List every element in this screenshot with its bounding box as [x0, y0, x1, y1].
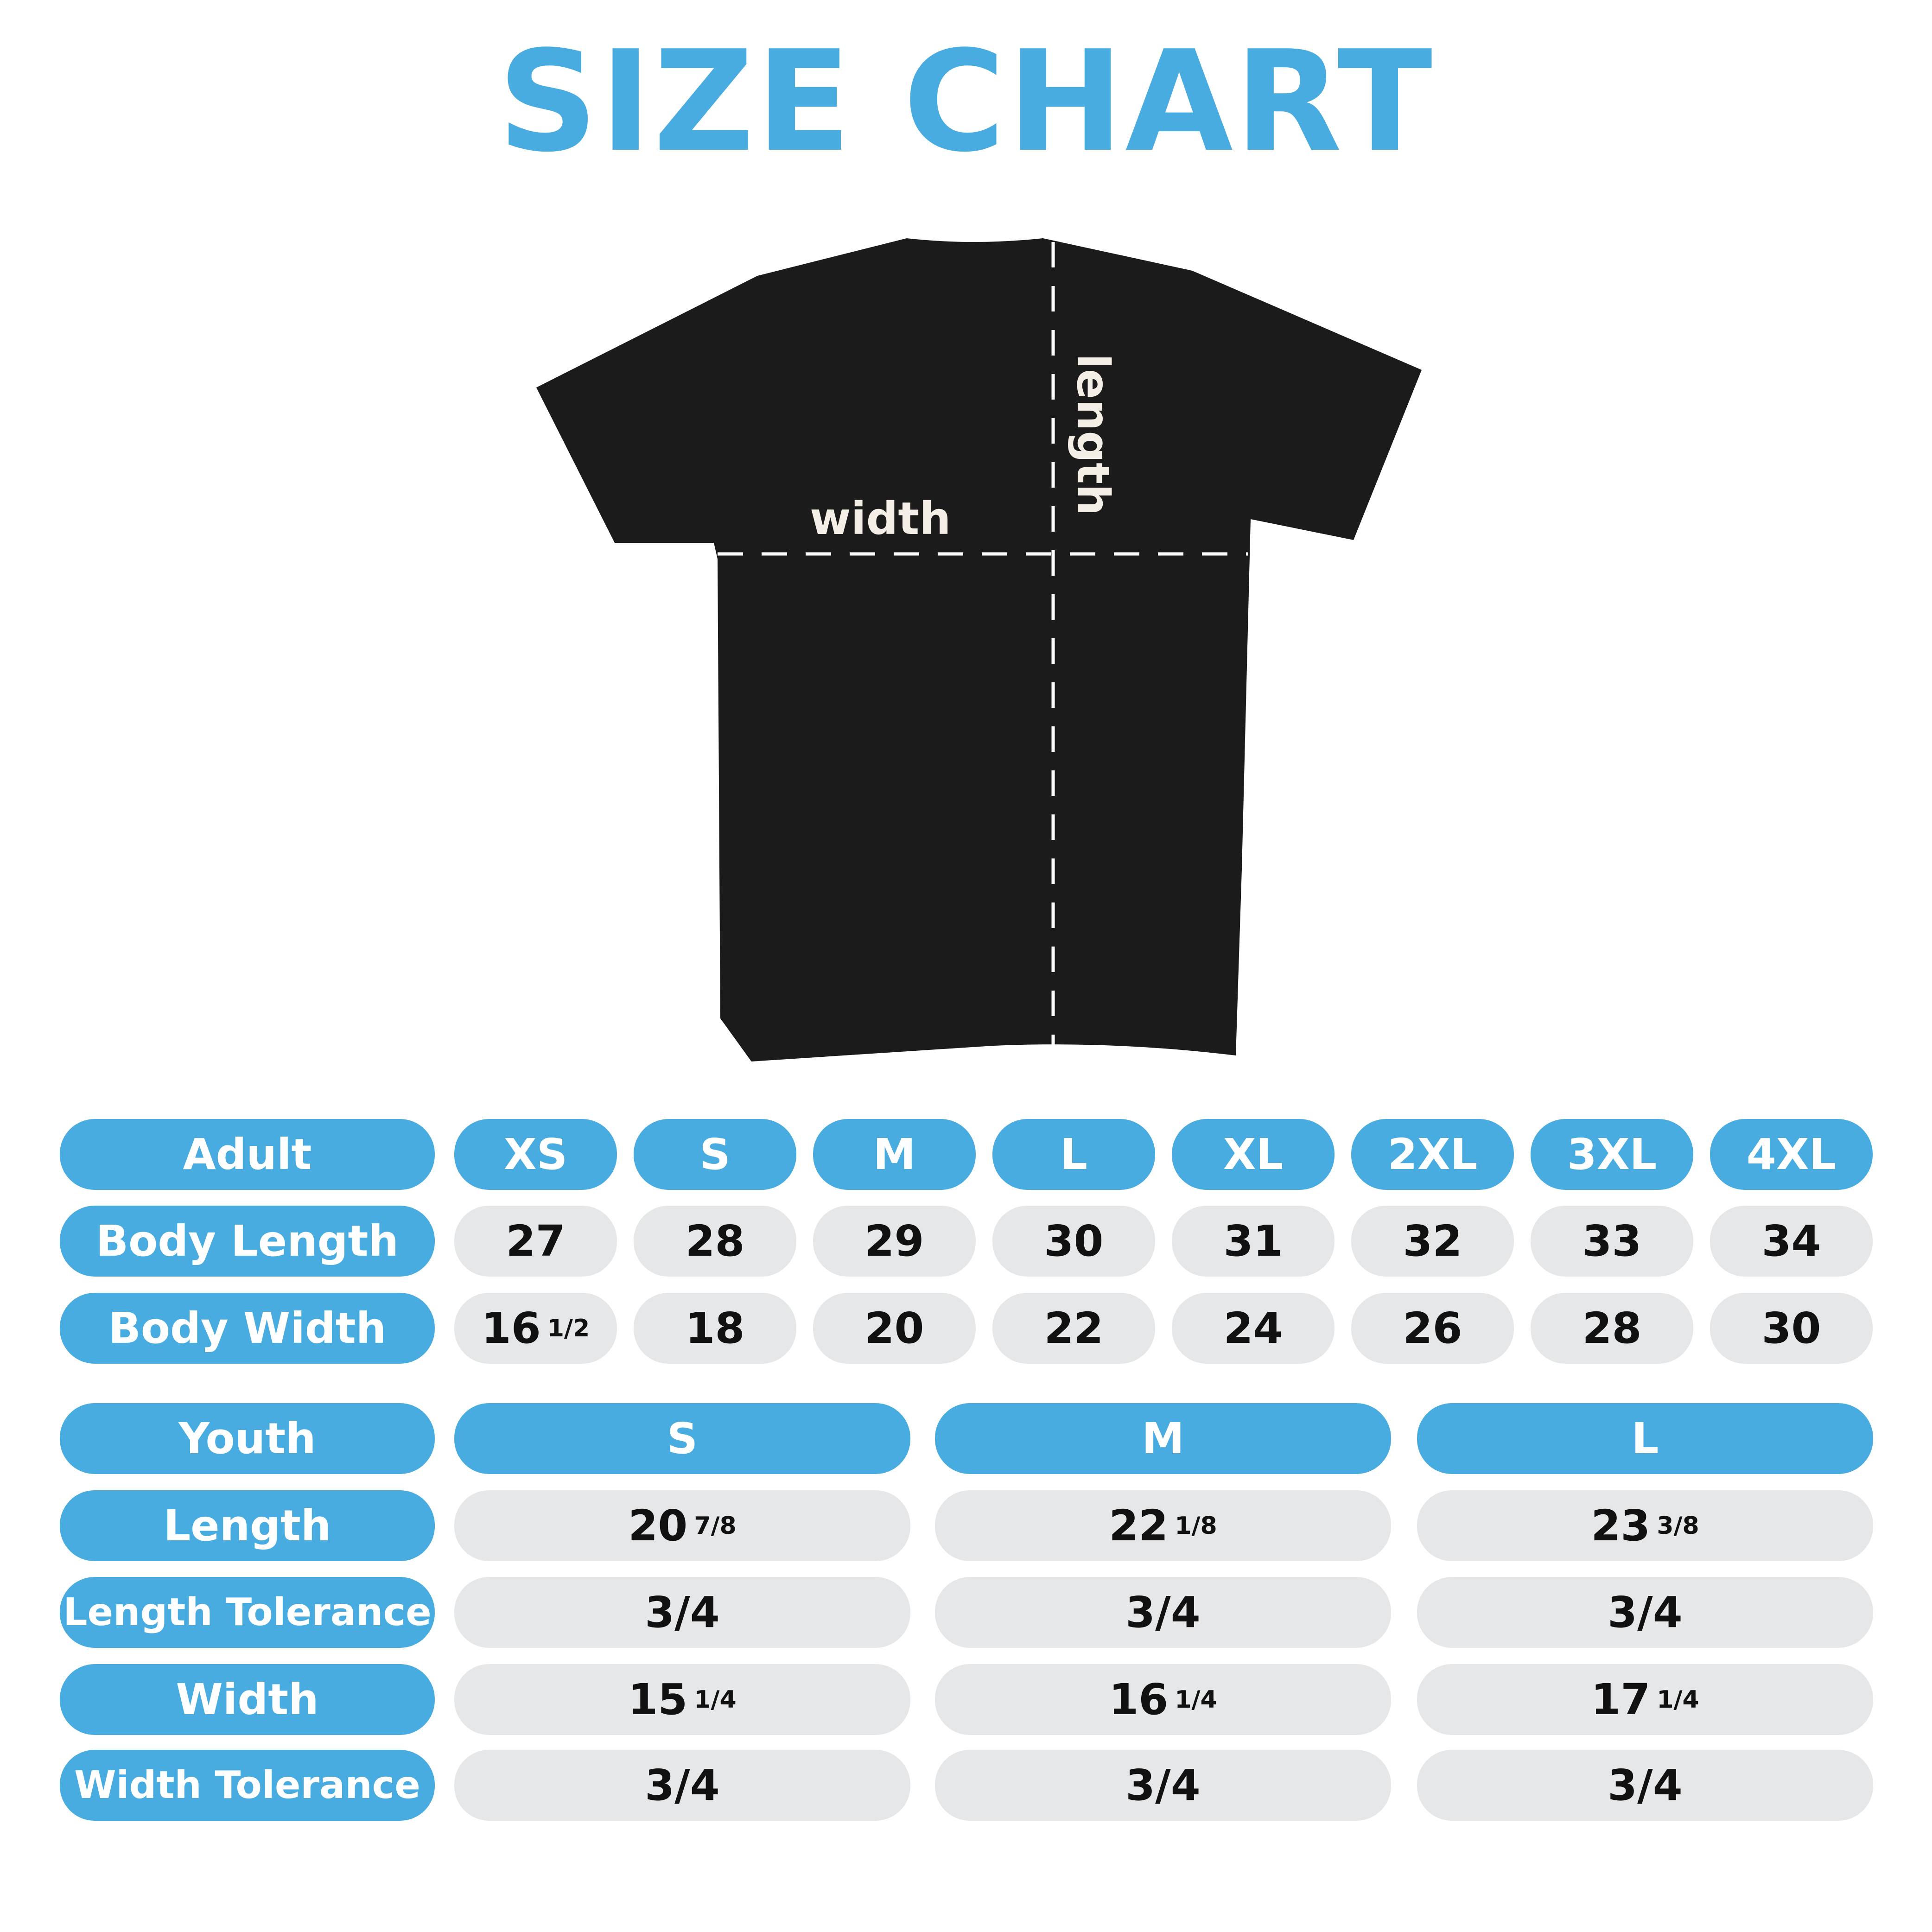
value-cell: 16 1/2 — [454, 1293, 617, 1364]
value-cell: 3/4 — [454, 1750, 910, 1821]
value-whole: 29 — [864, 1216, 924, 1266]
row-label: Body Length — [60, 1206, 435, 1277]
row-label: Width Tolerance — [60, 1750, 435, 1821]
value-cell: 31 — [1172, 1206, 1335, 1277]
value-whole: 27 — [506, 1216, 566, 1266]
youth-size-header-l: L — [1417, 1403, 1873, 1474]
value-cell: 17 1/4 — [1417, 1664, 1873, 1735]
value-whole: 3/4 — [1125, 1760, 1201, 1810]
row-label: Width — [60, 1664, 435, 1735]
tshirt-diagram: width length — [536, 238, 1422, 1061]
value-cell: 30 — [992, 1206, 1155, 1277]
value-whole: 3/4 — [645, 1760, 720, 1810]
size-header-4xl: 4XL — [1710, 1119, 1873, 1190]
value-cell: 3/4 — [935, 1750, 1391, 1821]
value-whole: 16 — [1109, 1675, 1169, 1724]
value-cell: 26 — [1351, 1293, 1514, 1364]
value-fraction: 1/4 — [1657, 1685, 1699, 1714]
size-header-3xl: 3XL — [1531, 1119, 1693, 1190]
value-cell: 33 — [1531, 1206, 1693, 1277]
page-title: SIZE CHART — [497, 21, 1435, 183]
value-cell: 3/4 — [935, 1577, 1391, 1648]
adult-header: Adult — [60, 1119, 435, 1190]
value-whole: 28 — [685, 1216, 745, 1266]
youth-size-header-m: M — [935, 1403, 1391, 1474]
value-whole: 30 — [1761, 1303, 1821, 1353]
size-header-s: S — [634, 1119, 796, 1190]
value-whole: 3/4 — [645, 1588, 720, 1637]
value-fraction: 7/8 — [694, 1512, 737, 1540]
value-whole: 3/4 — [1608, 1588, 1683, 1637]
value-cell: 30 — [1710, 1293, 1873, 1364]
size-header-2xl: 2XL — [1351, 1119, 1514, 1190]
value-cell: 29 — [813, 1206, 976, 1277]
value-whole: 22 — [1109, 1501, 1169, 1551]
value-cell: 16 1/4 — [935, 1664, 1391, 1735]
value-whole: 30 — [1044, 1216, 1104, 1266]
value-fraction: 1/4 — [1175, 1685, 1217, 1714]
value-whole: 33 — [1582, 1216, 1642, 1266]
value-cell: 22 1/8 — [935, 1490, 1391, 1561]
value-cell: 22 — [992, 1293, 1155, 1364]
value-whole: 22 — [1044, 1303, 1104, 1353]
value-cell: 34 — [1710, 1206, 1873, 1277]
length-label: length — [1067, 354, 1119, 515]
value-cell: 32 — [1351, 1206, 1514, 1277]
value-whole: 20 — [628, 1501, 688, 1551]
size-header-m: M — [813, 1119, 976, 1190]
value-fraction: 1/8 — [1175, 1512, 1217, 1540]
value-cell: 28 — [1531, 1293, 1693, 1364]
value-whole: 17 — [1591, 1675, 1651, 1724]
value-whole: 23 — [1591, 1501, 1651, 1551]
value-cell: 18 — [634, 1293, 796, 1364]
value-cell: 3/4 — [1417, 1577, 1873, 1648]
size-header-xs: XS — [454, 1119, 617, 1190]
value-whole: 3/4 — [1125, 1588, 1201, 1637]
value-whole: 18 — [685, 1303, 745, 1353]
value-whole: 3/4 — [1608, 1760, 1683, 1810]
value-fraction: 1/2 — [547, 1314, 590, 1342]
value-cell: 20 — [813, 1293, 976, 1364]
row-label: Length — [60, 1490, 435, 1561]
value-cell: 23 3/8 — [1417, 1490, 1873, 1561]
value-whole: 20 — [864, 1303, 924, 1353]
youth-header: Youth — [60, 1403, 435, 1474]
tshirt-icon — [536, 238, 1422, 1061]
youth-size-header-s: S — [454, 1403, 910, 1474]
value-whole: 24 — [1223, 1303, 1283, 1353]
value-fraction: 3/8 — [1657, 1512, 1699, 1540]
width-label: width — [810, 493, 951, 545]
value-cell: 15 1/4 — [454, 1664, 910, 1735]
value-whole: 34 — [1761, 1216, 1821, 1266]
value-cell: 3/4 — [454, 1577, 910, 1648]
value-cell: 27 — [454, 1206, 617, 1277]
value-whole: 15 — [628, 1675, 688, 1724]
value-fraction: 1/4 — [694, 1685, 737, 1714]
value-cell: 24 — [1172, 1293, 1335, 1364]
size-header-xl: XL — [1172, 1119, 1335, 1190]
value-cell: 28 — [634, 1206, 796, 1277]
row-label: Body Width — [60, 1293, 435, 1364]
value-whole: 28 — [1582, 1303, 1642, 1353]
value-whole: 26 — [1403, 1303, 1462, 1353]
value-whole: 16 — [481, 1303, 541, 1353]
size-header-l: L — [992, 1119, 1155, 1190]
value-cell: 20 7/8 — [454, 1490, 910, 1561]
value-whole: 32 — [1403, 1216, 1462, 1266]
row-label: Length Tolerance — [60, 1577, 435, 1648]
value-whole: 31 — [1223, 1216, 1283, 1266]
value-cell: 3/4 — [1417, 1750, 1873, 1821]
